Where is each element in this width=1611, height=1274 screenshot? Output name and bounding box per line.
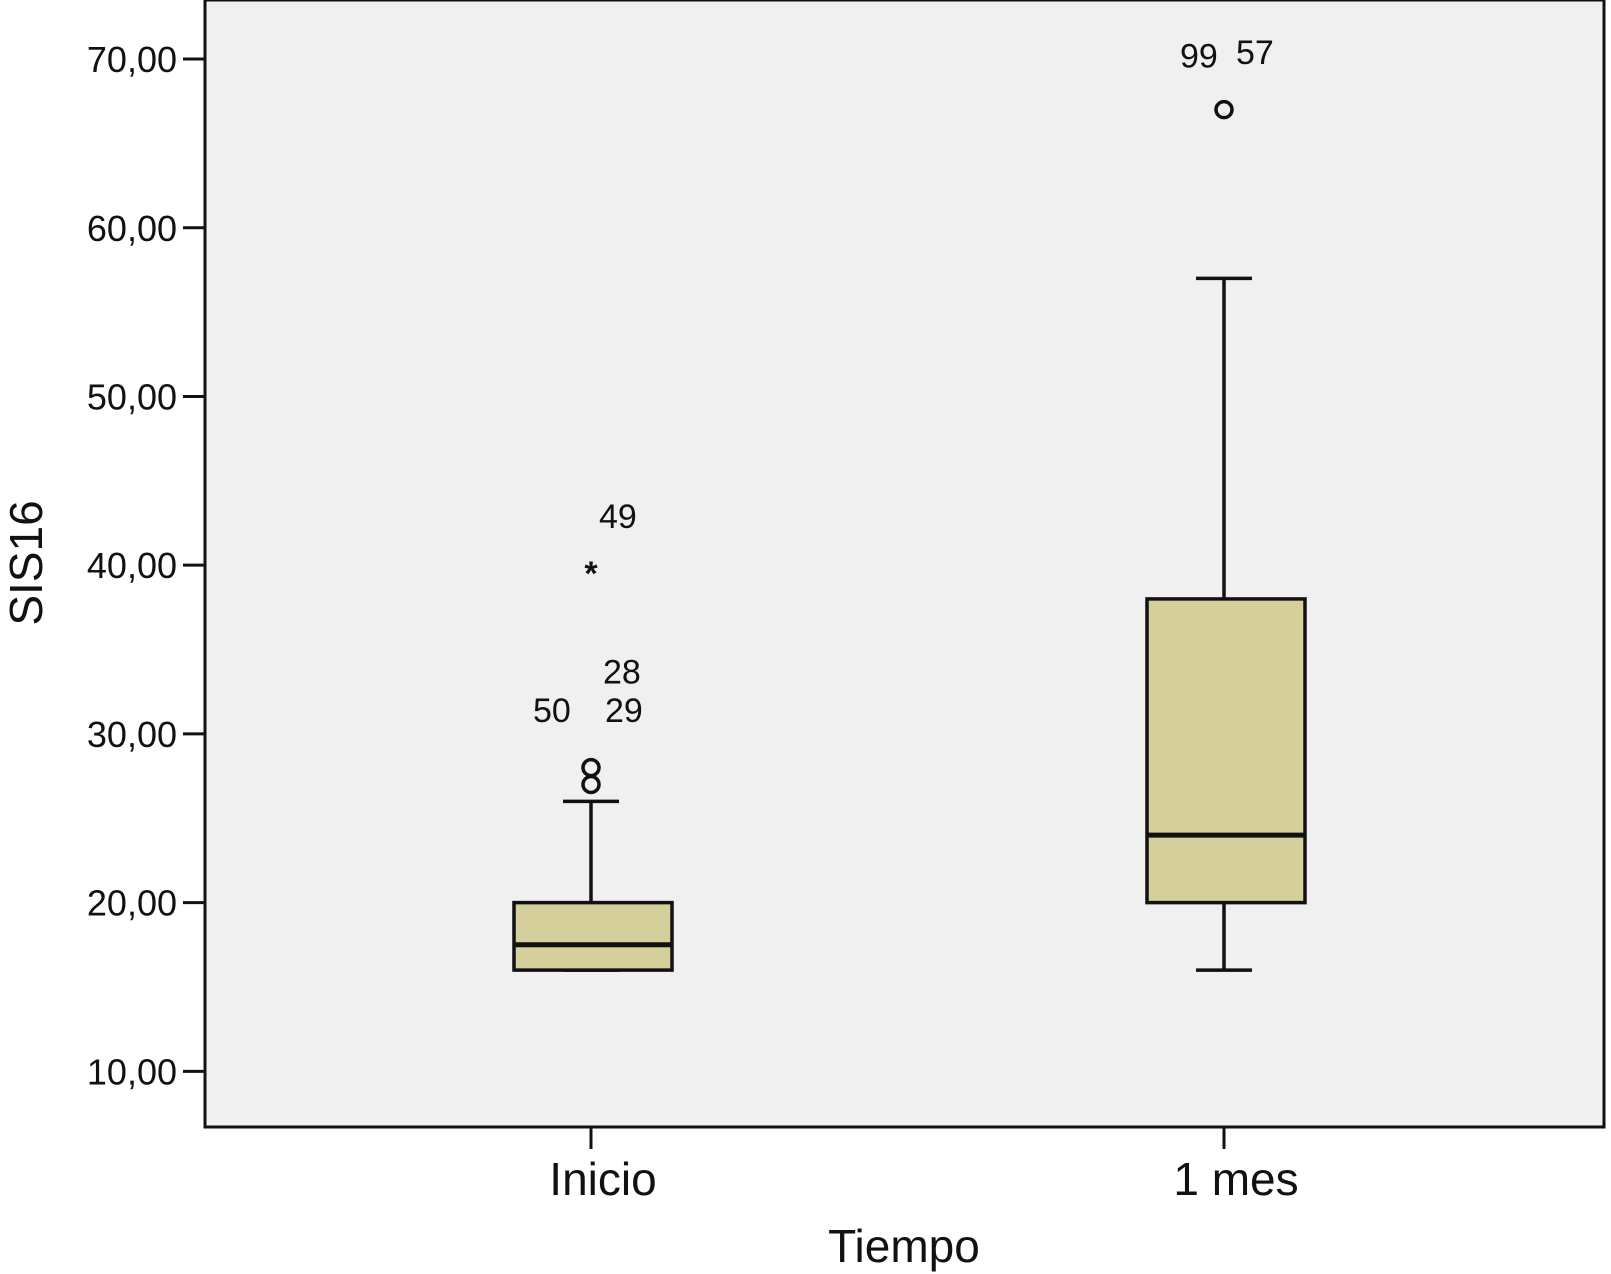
y-tick-label: 70,00 xyxy=(87,39,177,80)
outlier-label: 99 xyxy=(1180,37,1218,75)
x-axis-title: Tiempo xyxy=(828,1220,980,1272)
y-tick-label: 60,00 xyxy=(87,208,177,249)
y-tick-label: 20,00 xyxy=(87,883,177,924)
x-category-label: 1 mes xyxy=(1173,1153,1298,1205)
boxes: * 50 29 49 99 28 57 xyxy=(512,34,1307,972)
y-axis: 10,00 20,00 30,00 40,00 50,00 60,00 70,00 xyxy=(87,39,205,1092)
iqr-box xyxy=(512,900,674,972)
outlier-label: 50 xyxy=(533,692,571,730)
outlier-label: 49 xyxy=(599,498,637,536)
x-category-label: Inicio xyxy=(549,1153,656,1205)
outlier-circle xyxy=(1214,99,1234,120)
plot-area xyxy=(203,0,1606,1129)
outlier-star: * xyxy=(584,555,598,593)
y-tick-label: 30,00 xyxy=(87,714,177,755)
x-axis: Inicio 1 mes xyxy=(549,1127,1299,1205)
iqr-box xyxy=(1145,597,1307,905)
outlier-label: 29 xyxy=(605,692,643,730)
box-group-inicio: * xyxy=(512,555,674,972)
y-tick-label: 10,00 xyxy=(87,1051,177,1092)
outlier-label: 57 xyxy=(1236,34,1274,72)
y-tick-label: 50,00 xyxy=(87,376,177,417)
y-tick-label: 40,00 xyxy=(87,545,177,586)
outlier-label: 28 xyxy=(603,653,641,691)
y-axis-title: SIS16 xyxy=(0,500,52,625)
outlier-circle xyxy=(581,757,601,778)
box-group-1-mes xyxy=(1145,99,1307,972)
